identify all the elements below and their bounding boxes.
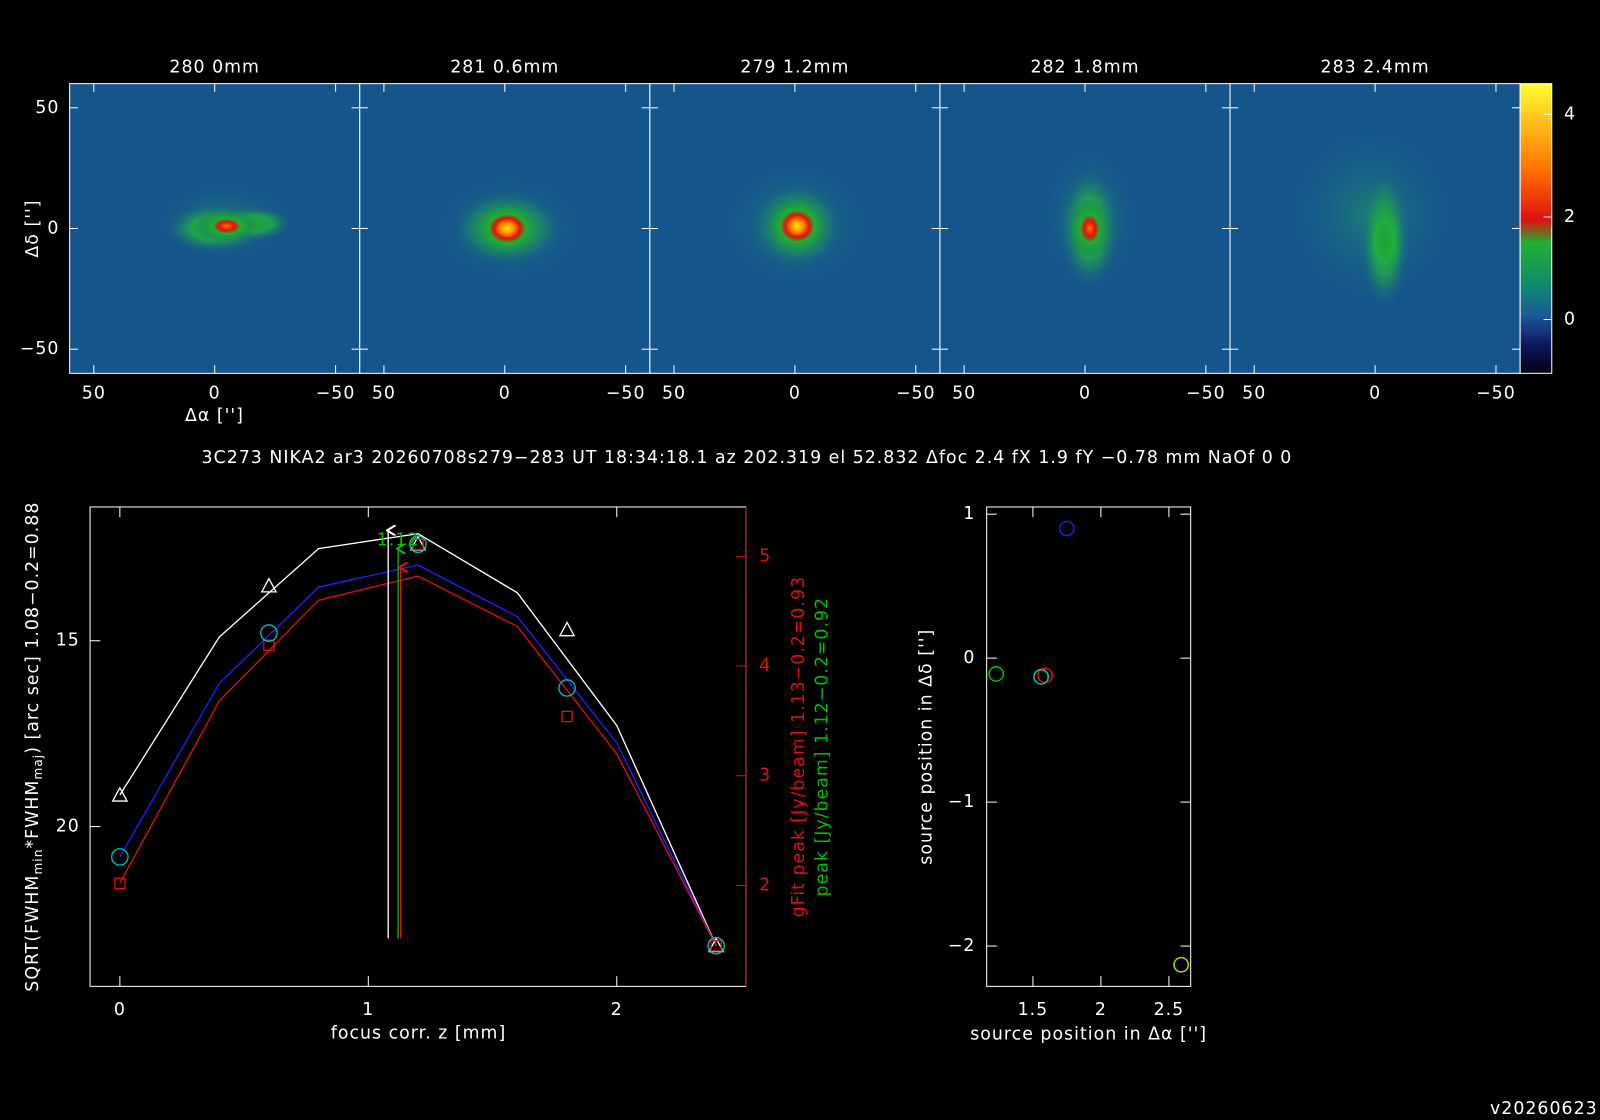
triangle-marker [707, 936, 725, 953]
x-tick-label: 2.5 [1154, 1000, 1185, 1020]
x-tick-label: −50 [1186, 384, 1226, 404]
y2-tick-label: 2 [759, 875, 771, 895]
y-axis-label: SQRT(FWHMmin*FWHMmaj) [arc sec] 1.08−0.2… [23, 502, 45, 992]
square-marker [412, 538, 424, 551]
y-axis-label-part: SQRT(FWHM [23, 875, 43, 992]
info-line: 3C273 NIKA2 ar3 20260708s279−283 UT 18:3… [202, 448, 1293, 468]
circle-marker [111, 848, 129, 866]
triangle-marker [558, 621, 576, 637]
panel-title: 283 2.4mm [1321, 57, 1430, 77]
y2-tick-label: 3 [759, 766, 771, 786]
plot-frame [986, 506, 1192, 987]
panel-title: 279 1.2mm [740, 57, 849, 77]
y-axis-label-part: maj [31, 754, 45, 780]
heatmap-blob [473, 201, 542, 256]
x-tick-label: 0 [114, 1000, 126, 1020]
heatmap [1230, 83, 1521, 374]
y2-tick-label: 4 [759, 656, 771, 676]
x-tick-label: 50 [952, 384, 976, 404]
x-tick-label: 2 [611, 1000, 623, 1020]
heatmap-blob [195, 209, 259, 243]
square-marker [263, 639, 275, 651]
point [1033, 668, 1049, 685]
heatmap-blob [1068, 197, 1112, 260]
x-axis-label: Δα [''] [185, 406, 244, 426]
heatmap-blob [765, 197, 829, 256]
y-tick-label: −50 [20, 339, 60, 359]
point [1173, 956, 1190, 973]
square-marker [561, 710, 573, 723]
y-axis-label-part: min [31, 849, 45, 875]
y-tick-label: 0 [963, 648, 975, 668]
fit-curve [119, 564, 717, 947]
x-tick-label: −50 [606, 384, 646, 404]
y-tick-label: 1 [963, 504, 975, 524]
fit-curve [119, 575, 717, 947]
annotation: 1.12 [377, 531, 420, 551]
y-tick-label: −2 [948, 936, 976, 956]
triangle-marker [260, 577, 278, 593]
x-tick-label: 50 [1242, 384, 1266, 404]
square-marker [114, 877, 126, 890]
y-axis-label: Δδ [''] [23, 199, 43, 257]
fit-curve [119, 533, 717, 946]
heatmap [649, 83, 940, 374]
x-tick-label: 50 [372, 384, 396, 404]
circle-marker [558, 679, 576, 697]
colorbar-tick-label: 2 [1564, 207, 1576, 227]
y-axis-label-part: ) [arc sec] 1.08−0.2=0.88 [23, 502, 43, 754]
y2-tick-label: 5 [759, 546, 771, 566]
y-tick-label: −1 [948, 792, 976, 812]
panel-title: 280 0mm [169, 57, 260, 77]
square-marker [710, 940, 722, 952]
x-tick-label: 0 [1079, 384, 1091, 404]
y-axis-label-part: *FWHM [23, 780, 43, 849]
x-tick-label: 1 [362, 1000, 374, 1020]
colorbar [1519, 83, 1553, 374]
circle-marker [260, 624, 278, 642]
x-tick-label: 50 [82, 384, 106, 404]
point [1059, 520, 1075, 537]
y-tick-label: 20 [56, 817, 80, 837]
circle-marker [707, 936, 725, 955]
y2-axis-label: gFit peak [Jy/beam] 1.13−0.2=0.93 [789, 576, 809, 917]
x-tick-label: 50 [662, 384, 686, 404]
heatmap-blob [1365, 197, 1405, 285]
heatmap [359, 83, 650, 374]
y-tick-label: 0 [47, 218, 59, 238]
point [988, 666, 1005, 682]
x-axis-label: focus corr. z [mm] [331, 1023, 507, 1043]
x-tick-label: 0 [209, 384, 221, 404]
x-tick-label: −50 [896, 384, 936, 404]
version: v20260623 [1490, 1099, 1598, 1119]
triangle-marker [111, 786, 129, 802]
colorbar-tick-label: 4 [1564, 104, 1576, 124]
panel-title: 281 0.6mm [450, 57, 559, 77]
x-tick-label: 0 [789, 384, 801, 404]
y2-axis-label: peak [Jy/beam] 1.12−0.2=0.92 [812, 597, 832, 897]
x-tick-label: 0 [1369, 384, 1381, 404]
x-tick-label: 0 [499, 384, 511, 404]
circle-marker [409, 535, 427, 554]
x-tick-label: 2 [1095, 1000, 1107, 1020]
x-tick-label: −50 [316, 384, 356, 404]
x-axis-label: source position in Δα [''] [970, 1024, 1207, 1044]
colorbar-tick-label: 0 [1564, 309, 1576, 329]
x-tick-label: −50 [1476, 384, 1516, 404]
y-tick-label: 15 [56, 631, 80, 651]
y-tick-label: 50 [35, 98, 59, 118]
y-axis-label: source position in Δδ [''] [916, 629, 936, 865]
panel-title: 282 1.8mm [1030, 57, 1139, 77]
heatmap [69, 83, 360, 374]
heatmap [939, 83, 1231, 374]
x-tick-label: 1.5 [1018, 1000, 1049, 1020]
